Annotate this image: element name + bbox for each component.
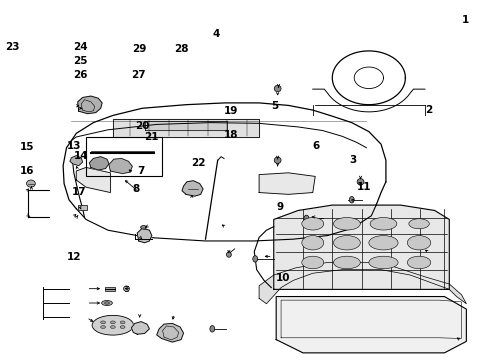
Text: 13: 13 (66, 140, 81, 150)
Ellipse shape (101, 325, 105, 328)
Ellipse shape (120, 321, 125, 324)
Text: 25: 25 (73, 55, 87, 66)
Ellipse shape (333, 256, 360, 269)
Ellipse shape (407, 256, 430, 269)
Text: 28: 28 (173, 44, 188, 54)
Ellipse shape (209, 325, 214, 332)
Text: 29: 29 (132, 44, 146, 54)
Ellipse shape (274, 85, 281, 92)
Ellipse shape (104, 302, 109, 304)
Ellipse shape (369, 217, 396, 230)
Text: 16: 16 (20, 166, 35, 176)
Polygon shape (259, 173, 315, 194)
Bar (78, 206, 87, 211)
Text: 12: 12 (66, 252, 81, 262)
Ellipse shape (92, 315, 133, 335)
Ellipse shape (102, 301, 112, 306)
Polygon shape (137, 228, 152, 243)
Text: 14: 14 (74, 151, 88, 161)
Ellipse shape (333, 235, 360, 250)
Ellipse shape (252, 256, 257, 262)
Text: 8: 8 (132, 184, 139, 194)
Ellipse shape (301, 235, 323, 250)
Ellipse shape (368, 256, 397, 269)
Text: 20: 20 (135, 121, 149, 131)
Polygon shape (273, 205, 448, 289)
Bar (104, 287, 115, 291)
Ellipse shape (141, 226, 146, 229)
Polygon shape (182, 181, 203, 196)
Bar (86, 137, 161, 176)
Ellipse shape (26, 180, 35, 187)
Polygon shape (131, 321, 149, 334)
Text: 5: 5 (271, 101, 278, 111)
Text: 15: 15 (20, 142, 35, 152)
Ellipse shape (110, 321, 115, 324)
Polygon shape (89, 157, 109, 170)
Ellipse shape (274, 157, 281, 163)
Polygon shape (276, 297, 466, 353)
Ellipse shape (333, 217, 360, 230)
Text: 11: 11 (356, 182, 370, 192)
Ellipse shape (348, 197, 353, 203)
Text: 10: 10 (276, 273, 290, 283)
Ellipse shape (101, 321, 105, 324)
Polygon shape (113, 119, 259, 137)
Text: 24: 24 (73, 42, 87, 52)
Text: 4: 4 (212, 30, 220, 39)
Text: 17: 17 (71, 187, 86, 197)
Text: 7: 7 (137, 166, 144, 176)
Text: 27: 27 (131, 70, 146, 80)
Ellipse shape (120, 325, 125, 328)
Text: 23: 23 (5, 42, 20, 52)
Text: 3: 3 (348, 155, 356, 165)
Ellipse shape (301, 256, 323, 269)
Polygon shape (157, 323, 183, 342)
Polygon shape (144, 121, 227, 130)
Ellipse shape (304, 215, 308, 222)
Ellipse shape (123, 286, 129, 291)
Text: 1: 1 (461, 15, 468, 25)
Text: 9: 9 (276, 202, 283, 212)
Text: 2: 2 (424, 105, 431, 115)
Ellipse shape (301, 217, 323, 230)
Polygon shape (259, 262, 466, 304)
Ellipse shape (408, 219, 428, 229)
Text: 22: 22 (190, 158, 205, 168)
Ellipse shape (368, 235, 397, 250)
Polygon shape (109, 158, 132, 174)
Text: 26: 26 (73, 70, 87, 80)
Ellipse shape (110, 325, 115, 328)
Ellipse shape (356, 179, 363, 185)
Ellipse shape (407, 235, 430, 250)
Ellipse shape (226, 252, 231, 257)
Polygon shape (76, 167, 110, 193)
Polygon shape (70, 156, 82, 166)
Polygon shape (78, 96, 102, 114)
Text: 21: 21 (144, 132, 159, 141)
Text: 18: 18 (224, 130, 238, 140)
Text: 19: 19 (224, 107, 238, 117)
Text: 6: 6 (312, 140, 319, 150)
